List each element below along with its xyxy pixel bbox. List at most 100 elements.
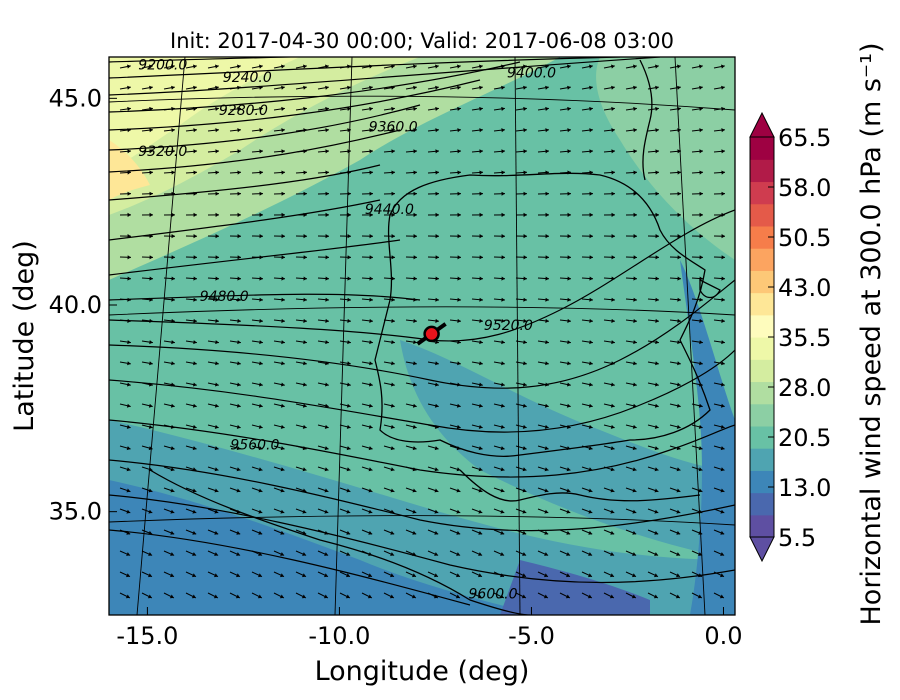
wind-arrow-head (632, 488, 637, 493)
wind-arrow-head (257, 594, 262, 599)
wind-arrow-head (720, 446, 725, 451)
wind-arrow-head (434, 403, 439, 408)
wind-arrow-head (215, 85, 219, 90)
wind-arrow-head (501, 64, 505, 69)
wind-arrow-head (170, 530, 175, 535)
contour-label: 9240.0 (223, 70, 272, 86)
wind-arrow-head (413, 340, 417, 345)
wind-arrow-head (391, 382, 395, 387)
wind-arrow-head (611, 234, 615, 239)
wind-arrow-head (259, 361, 263, 366)
wind-arrow-head (567, 318, 571, 323)
wind-arrow-head (391, 85, 395, 90)
wind-arrow-head (654, 446, 659, 451)
wind-arrow-head (456, 573, 460, 578)
wind-arrow-head (699, 212, 703, 217)
wind-speed-band-jet-core (109, 140, 150, 200)
wind-arrow-head (567, 255, 571, 260)
wind-arrow-head (697, 594, 702, 599)
wind-arrow-head (149, 149, 153, 154)
wind-arrow-head (676, 509, 681, 514)
wind-arrow-head (303, 255, 307, 260)
wind-arrow-head (369, 255, 373, 260)
wind-arrow-head (215, 170, 219, 175)
colorbar-segment (750, 314, 774, 338)
wind-arrow-head (654, 552, 659, 556)
wind-arrow-head (412, 403, 417, 408)
wind-arrow-head (236, 530, 241, 535)
wind-arrow-head (699, 361, 703, 366)
wind-arrow-head (500, 467, 505, 472)
wind-arrow-head (324, 446, 329, 451)
wind-arrow-head (171, 361, 175, 366)
wind-arrow-head (544, 403, 549, 408)
wind-arrow-head (347, 85, 351, 90)
colorbar-tick-label: 58.0 (778, 174, 831, 202)
wind-arrow-head (435, 85, 439, 90)
wind-arrow-head (633, 170, 637, 175)
wind-arrow-head (610, 573, 614, 578)
wind-arrow-head (237, 64, 241, 69)
wind-arrow-head (566, 424, 571, 429)
wind-arrow-head (412, 530, 417, 535)
wind-arrow-head (611, 382, 615, 387)
colorbar-tick-label: 65.5 (778, 124, 831, 152)
wind-arrow-head (213, 594, 218, 599)
wind-arrow-head (149, 340, 153, 345)
wind-arrow-head (500, 446, 505, 451)
wind-arrow-head (588, 509, 593, 514)
wind-arrow-head (699, 191, 703, 196)
wind-arrow-head (346, 509, 351, 514)
wind-arrow-head (479, 64, 483, 69)
wind-arrow-head (633, 191, 637, 196)
wind-arrow-head (280, 467, 285, 472)
wind-arrow-head (127, 212, 131, 217)
wind-arrow-head (610, 552, 615, 556)
wind-arrow-head (148, 509, 153, 514)
wind-arrow-head (589, 106, 593, 111)
wind-arrow-head (368, 446, 373, 451)
wind-arrow-head (479, 149, 483, 154)
wind-arrow-head (567, 191, 571, 196)
wind-arrow-head (479, 318, 483, 323)
wind-arrow-head (699, 276, 703, 281)
wind-arrow-head (259, 234, 263, 239)
colorbar-max-extend (749, 111, 775, 138)
wind-arrow-head (347, 128, 351, 133)
wind-arrow-head (192, 573, 196, 578)
wind-arrow-head (610, 467, 615, 472)
wind-arrow-head (236, 509, 241, 514)
wind-arrow-head (567, 297, 571, 302)
wind-arrow-head (413, 128, 417, 133)
colorbar-min-extend (749, 536, 775, 563)
wind-arrow-head (391, 234, 395, 239)
wind-arrow-head (413, 297, 417, 302)
wind-arrow-head (391, 361, 395, 366)
wind-arrow-head (435, 64, 439, 69)
wind-arrow-head (149, 276, 153, 281)
wind-arrow-head (435, 255, 439, 260)
wind-arrow-head (391, 64, 395, 69)
wind-arrow-head (632, 552, 637, 556)
wind-arrow-head (676, 467, 681, 472)
wind-arrow-head (699, 318, 703, 323)
wind-arrow-head (698, 552, 703, 556)
wind-arrow-head (347, 318, 351, 323)
wind-arrow-head (302, 509, 307, 514)
wind-arrow-head (303, 106, 307, 111)
wind-arrow-head (413, 106, 417, 111)
wind-arrow-head (589, 212, 593, 217)
wind-arrow-head (369, 382, 373, 387)
wind-arrow-head (412, 509, 417, 514)
wind-arrow-head (127, 128, 131, 133)
wind-arrow-head (500, 530, 505, 535)
wind-arrow-head (611, 128, 615, 133)
wind-arrow-head (237, 361, 241, 366)
wind-arrow-head (413, 170, 417, 175)
wind-arrow-head (457, 318, 461, 323)
wind-speed-band-jet (109, 57, 300, 170)
wind-arrow-head (281, 170, 285, 175)
wind-arrow-head (543, 594, 548, 599)
wind-arrow-head (633, 106, 637, 111)
wind-arrow-head (457, 191, 461, 196)
